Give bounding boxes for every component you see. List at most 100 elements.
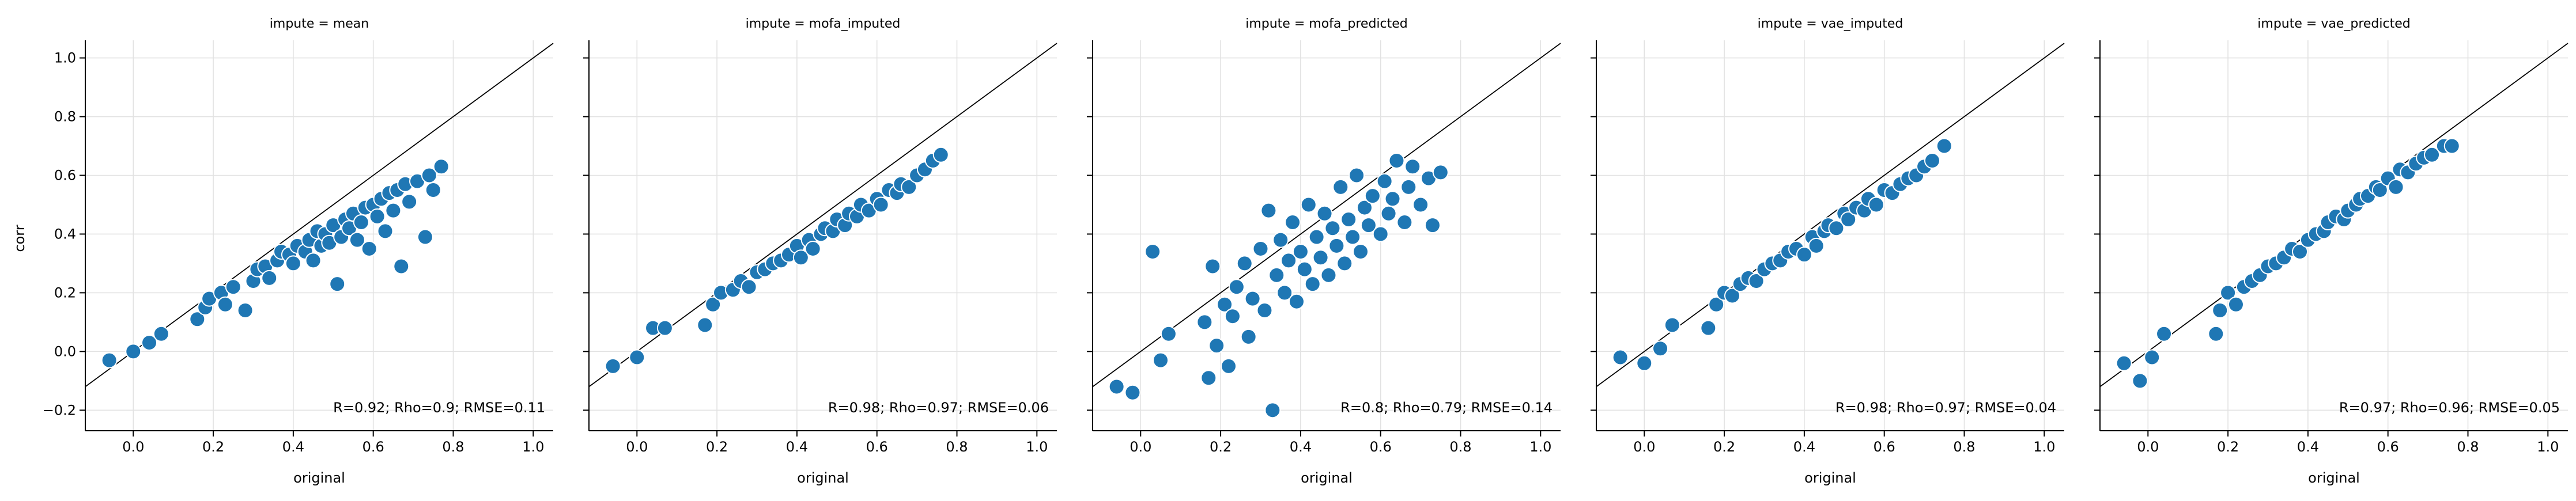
data-point [1204, 258, 1221, 275]
data-point [1424, 217, 1441, 234]
data-point [1396, 214, 1413, 231]
stats-annotation: R=0.8; Rho=0.79; RMSE=0.14 [1340, 400, 1553, 416]
data-point [2371, 181, 2388, 198]
x-axis-label: original [797, 470, 849, 486]
data-point [1328, 237, 1345, 254]
data-point [329, 276, 346, 293]
x-axis-label: original [293, 470, 345, 486]
x-tick-label: 1.0 [1529, 439, 1551, 455]
x-tick-label: 0.2 [202, 439, 224, 455]
data-point [1652, 340, 1669, 357]
data-point [225, 279, 241, 295]
data-point [1344, 229, 1361, 245]
x-tick-label: 0.6 [362, 439, 384, 455]
data-point [237, 302, 254, 318]
data-point [125, 343, 142, 360]
data-point [2132, 373, 2148, 389]
data-point [2227, 296, 2244, 313]
data-point [1285, 214, 1301, 231]
facet-panel-5: 0.0 0.2 0.4 0.6 0.8 1.0 impute = vae_predicted… [2094, 17, 2569, 486]
data-point [2443, 138, 2460, 154]
stats-annotation: R=0.97; Rho=0.96; RMSE=0.05 [2339, 400, 2560, 416]
data-point [1412, 196, 1429, 213]
data-point [353, 214, 369, 231]
x-axis-label: original [2308, 470, 2360, 486]
x-tick-label: 0.8 [442, 439, 464, 455]
x-tick-label: 0.4 [786, 439, 808, 455]
x-tick-label: 1.0 [1026, 439, 1048, 455]
data-point [305, 252, 322, 269]
facet-panel-3: 0.0 0.2 0.4 0.6 0.8 1.0 impute = mofa_predicte… [1087, 17, 1561, 486]
data-point [1252, 240, 1269, 257]
data-point [2424, 146, 2441, 163]
data-point [1432, 164, 1449, 181]
data-point [1356, 199, 1373, 216]
data-point [1281, 252, 1297, 269]
data-point [1160, 325, 1177, 342]
data-point [1288, 293, 1305, 310]
data-point [393, 258, 410, 275]
identity-line [1596, 43, 2065, 388]
facet-title: impute = mofa_imputed [746, 17, 901, 31]
data-point [1380, 205, 1397, 222]
data-point [1292, 244, 1309, 260]
data-point [1612, 349, 1629, 366]
data-point [417, 229, 433, 245]
data-point [1400, 179, 1417, 195]
x-tick-label: 0.0 [1633, 439, 1655, 455]
data-point [1196, 314, 1213, 331]
data-point [141, 335, 158, 351]
data-point [1260, 202, 1277, 219]
data-point [1664, 317, 1680, 333]
x-tick-label: 0.8 [1449, 439, 1471, 455]
data-point [189, 311, 206, 328]
data-point [1312, 249, 1329, 266]
data-point [1808, 237, 1825, 254]
data-point [1256, 302, 1273, 318]
x-tick-label: 0.0 [1130, 439, 1151, 455]
data-point [1224, 308, 1241, 325]
x-tick-label: 0.2 [1713, 439, 1735, 455]
data-point [792, 249, 809, 266]
data-point [1124, 384, 1141, 401]
data-point [385, 202, 402, 219]
data-point [433, 158, 450, 175]
data-point [932, 146, 949, 163]
data-point [1868, 196, 1884, 213]
data-point [1276, 284, 1293, 301]
data-point [1304, 276, 1321, 293]
data-point [369, 208, 386, 225]
data-point [1924, 153, 1940, 169]
x-tick-label: 1.0 [2033, 439, 2055, 455]
data-point [1376, 173, 1393, 189]
data-point [1244, 290, 1261, 307]
x-tick-label: 1.0 [522, 439, 544, 455]
data-point [1300, 196, 1317, 213]
data-point [421, 167, 437, 184]
data-point [1208, 337, 1225, 354]
x-tick-label: 0.6 [2377, 439, 2399, 455]
data-point [101, 352, 118, 369]
data-point [872, 196, 889, 213]
y-tick-label: 1.0 [54, 50, 76, 66]
data-point [217, 296, 233, 313]
data-point [2220, 284, 2237, 301]
data-point [1936, 138, 1952, 154]
data-point [1828, 220, 1845, 237]
x-tick-label: 0.6 [1370, 439, 1392, 455]
data-point [1840, 211, 1857, 227]
data-point [1316, 205, 1333, 222]
identity-line [588, 43, 1057, 388]
data-point [1272, 231, 1289, 248]
facet-panel-2: 0.0 0.2 0.4 0.6 0.8 1.0 impute = mofa_imputedo… [583, 17, 1057, 486]
data-point [1324, 220, 1341, 237]
x-tick-label: 0.2 [1210, 439, 1232, 455]
data-point [1145, 244, 1161, 260]
data-point [1796, 246, 1812, 263]
data-point [1384, 191, 1401, 207]
facet-panel-4: 0.0 0.2 0.4 0.6 0.8 1.0 impute = vae_imputedor… [1591, 17, 2065, 486]
data-point [1364, 188, 1381, 204]
data-point [804, 240, 821, 257]
data-point [1349, 167, 1365, 184]
y-tick-label: 0.4 [54, 226, 76, 242]
